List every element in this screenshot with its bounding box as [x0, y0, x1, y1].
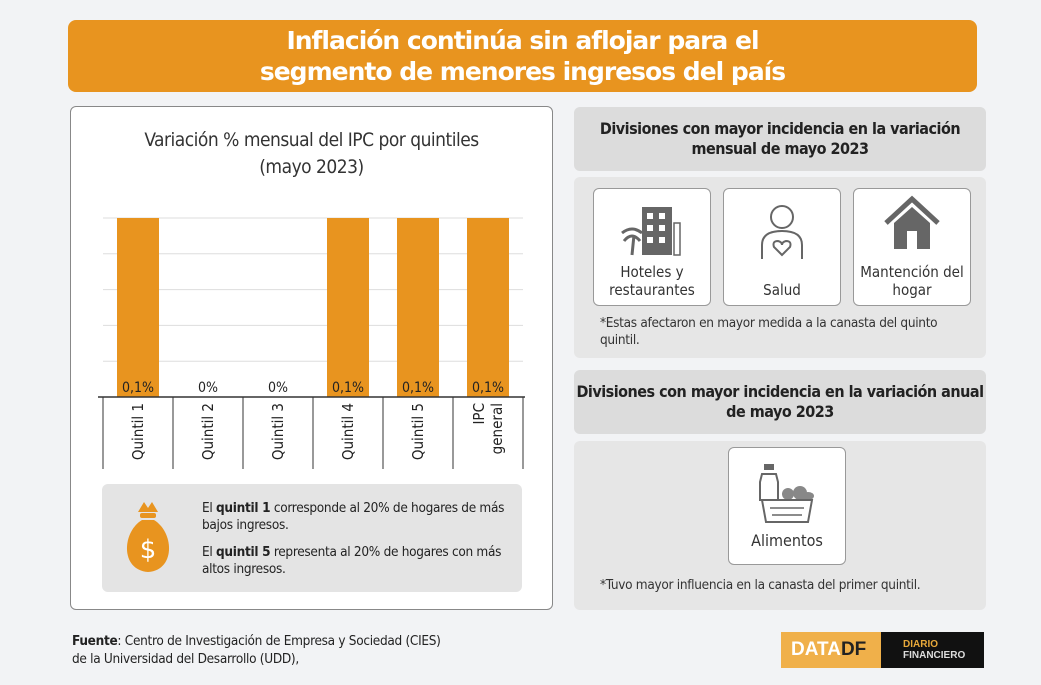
card-salud: Salud — [723, 188, 841, 306]
money-bag-icon: $ — [126, 502, 170, 572]
hotel-icon — [621, 207, 681, 256]
card-hogar: Mantención del hogar — [853, 188, 971, 306]
card-hoteles: Hoteles y restaurantes — [593, 188, 711, 306]
annual-footnote: *Tuvo mayor influencia en la canasta del… — [600, 577, 921, 593]
card-alimentos: Alimentos — [728, 447, 846, 565]
tick-label: Quintil 3 — [269, 403, 287, 460]
quintile-1-note: El quintil 1 corresponde al 20% de hogar… — [202, 500, 505, 533]
card-label: Alimentos — [751, 531, 823, 550]
tick-label: Quintil 5 — [409, 403, 427, 460]
card-label: Hoteles y restaurantes — [609, 263, 695, 299]
tick-label: Quintil 4 — [339, 403, 357, 460]
headline-line-1: Inflación continúa sin aflojar para el — [286, 26, 759, 55]
annual-panel: Alimentos *Tuvo mayor influencia en la c… — [574, 441, 986, 610]
bar — [397, 218, 439, 397]
monthly-footnote: *Estas afectaron en mayor medida a la ca… — [600, 315, 938, 348]
health-icon — [761, 205, 803, 259]
card-label: Mantención del hogar — [860, 263, 964, 299]
bar-chart: 0,1% Quintil 1 0% Quintil 2 0% Quintil 3 0,1% Q… — [98, 217, 525, 469]
monthly-header: Divisiones con mayor incidencia en la va… — [574, 107, 986, 171]
headline-line-2: segmento de menores ingresos del país — [259, 57, 786, 86]
groceries-icon — [759, 464, 814, 523]
data-label: 0,1% — [402, 380, 434, 396]
logo-data: DATADF — [781, 632, 881, 668]
tick-label: IPCgeneral — [470, 403, 506, 454]
chart-title: Variación % mensual del IPC por quintile… — [71, 127, 552, 181]
chart-panel: Variación % mensual del IPC por quintile… — [70, 106, 553, 610]
svg-text:$: $ — [140, 535, 157, 565]
bar — [467, 218, 509, 397]
data-label: 0% — [268, 380, 288, 396]
annual-header: Divisiones con mayor incidencia en la va… — [574, 370, 986, 434]
logo-brand: DIARIO FINANCIERO — [881, 632, 984, 668]
chart-title-text: Variación % mensual del IPC por quintile… — [144, 129, 479, 151]
quintile-note: $ El quintil 1 corresponde al 20% de hog… — [102, 484, 522, 592]
data-label: 0,1% — [472, 380, 504, 396]
card-label: Salud — [763, 281, 801, 299]
tick-label: Quintil 1 — [129, 403, 147, 460]
chart-subtitle: (mayo 2023) — [259, 156, 364, 178]
source-note: Fuente: Centro de Investigación de Empre… — [72, 632, 441, 668]
source-text: : Centro de Investigación de Empresa y S… — [117, 633, 441, 649]
bar — [327, 218, 369, 397]
data-label: 0,1% — [332, 380, 364, 396]
source-label: Fuente — [72, 633, 118, 649]
bar — [117, 218, 159, 397]
data-label: 0% — [198, 380, 218, 396]
tick-label: Quintil 2 — [199, 403, 217, 460]
quintile-5-note: El quintil 5 representa al 20% de hogare… — [202, 544, 502, 577]
house-icon — [884, 195, 940, 249]
source-text-2: de la Universidad del Desarrollo (UDD), — [72, 651, 299, 667]
monthly-panel: Hoteles y restaurantes Salud Mantención … — [574, 177, 986, 358]
headline: Inflación continúa sin aflojar para el s… — [68, 20, 977, 92]
data-label: 0,1% — [122, 380, 154, 396]
datadf-logo: DATADF DIARIO FINANCIERO — [781, 632, 984, 668]
